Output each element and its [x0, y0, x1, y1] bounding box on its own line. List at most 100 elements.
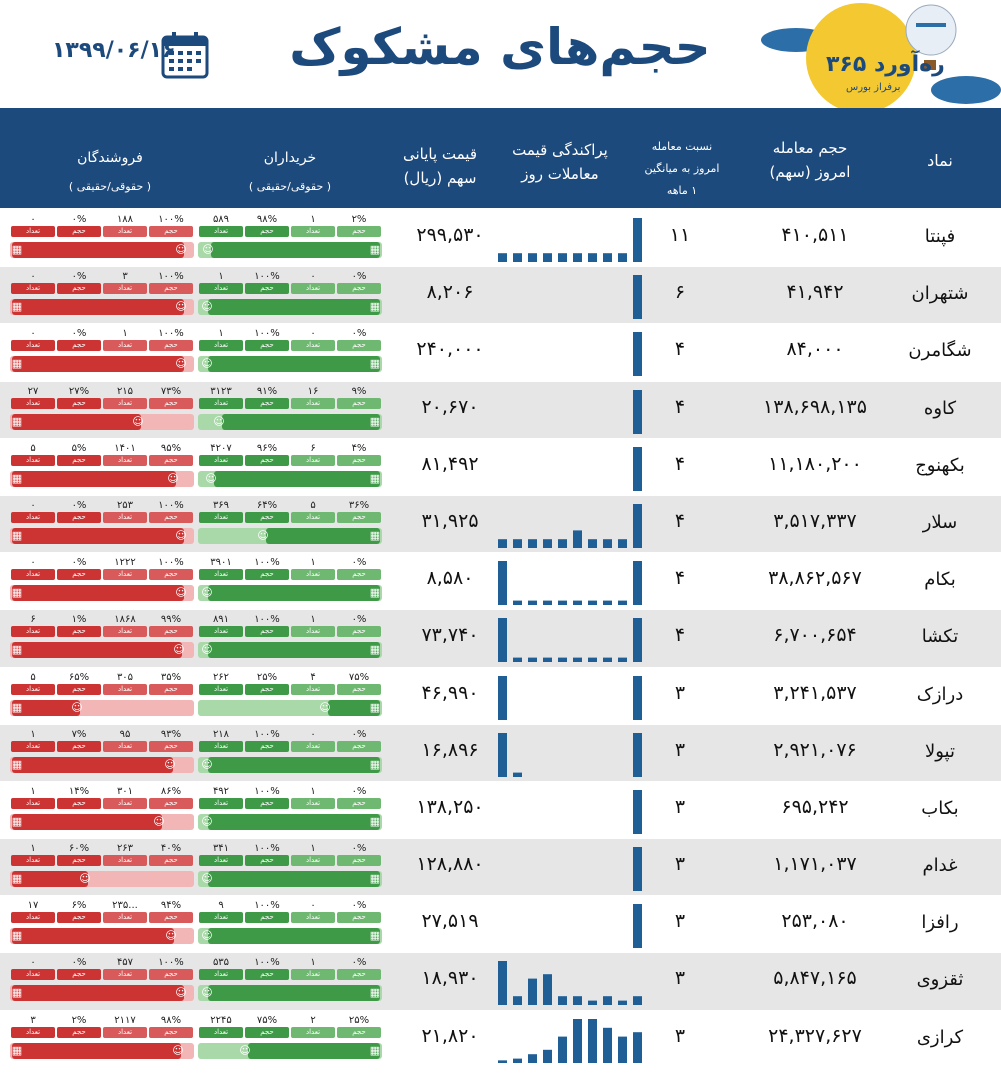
table-row: بکام ۳۸,۸۶۲,۵۶۷ ۴ ۸,۵۸۰ ۰% ۱ ۱۰۰% ۳۹۰۱ حجم تع…	[0, 553, 1001, 611]
buy-tag: حجم	[245, 912, 289, 924]
person-icon: ☺	[173, 643, 185, 657]
header-sellers: فروشندگان ( حقوقی/حقیقی )	[40, 142, 180, 199]
sell-value: ۳۵%	[160, 671, 182, 683]
symbol-cell[interactable]: ثقزوی	[916, 969, 964, 991]
buy-individual-fill	[266, 527, 380, 544]
header-volume-line2: امروز (سهم)	[769, 163, 851, 181]
table-row: فپنتا ۴۱۰,۵۱۱ ۱۱ ۲۹۹,۵۳۰ ۲% ۱ ۹۸% ۵۸۹ حجم تعد…	[0, 210, 1001, 268]
ratio-cell: ۴	[674, 624, 686, 647]
symbol-cell[interactable]: تپولا	[924, 740, 955, 762]
building-icon: ▦	[369, 357, 381, 371]
ratio-cell: ۳	[674, 853, 686, 876]
hist-bar	[498, 732, 507, 777]
hist-bar	[633, 446, 642, 491]
buy-value: ۱	[310, 557, 316, 569]
building-icon: ▦	[369, 757, 381, 771]
building-icon: ▦	[11, 814, 23, 828]
hist-bar	[633, 618, 642, 663]
table-row: درازک ۳,۲۴۱,۵۳۷ ۳ ۴۶,۹۹۰ ۷۵% ۴ ۲۵% ۲۶۲ حجم تع…	[0, 668, 1001, 725]
symbol-cell[interactable]: بکهنوج	[915, 454, 965, 476]
price-cell: ۲۴۰,۰۰۰	[416, 338, 484, 361]
buy-tag: تعداد	[291, 1026, 335, 1038]
header-price-line2: سهم (ریال)	[403, 169, 477, 187]
symbol-cell[interactable]: کاوه	[923, 397, 957, 419]
sell-tag: حجم	[149, 454, 193, 466]
symbol-cell[interactable]: بکام	[924, 569, 956, 591]
hist-bar	[603, 600, 612, 606]
hist-bar	[573, 657, 582, 663]
ratio-cell: ۳	[674, 967, 686, 990]
rows-container: فپنتا ۴۱۰,۵۱۱ ۱۱ ۲۹۹,۵۳۰ ۲% ۱ ۹۸% ۵۸۹ حجم تعد…	[0, 210, 1001, 1068]
building-icon: ▦	[11, 986, 23, 1000]
sell-value: ۹۸%	[160, 1014, 182, 1026]
header-symbol: نماد	[927, 151, 953, 170]
sellers-panel: ۹۸% ۲۱۱۷ ۲% ۳ حجم تعداد حجم تعداد ☺ ▦	[10, 1015, 194, 1063]
header-buyers-line1: خریداران	[263, 150, 317, 166]
buy-tag: حجم	[337, 912, 381, 924]
header-ratio-line3: ۱ ماهه	[666, 184, 698, 197]
hist-bar	[558, 657, 567, 663]
sellers-panel: ۱۰۰% ۲۵۳ ۰% ۰ حجم تعداد حجم تعداد ☺ ▦	[10, 500, 194, 548]
symbol-cell[interactable]: سلار	[922, 511, 958, 533]
hist-bar	[588, 657, 597, 663]
symbol-cell[interactable]: فپنتا	[924, 226, 956, 247]
buy-value: ۰%	[351, 843, 367, 855]
sell-value: ۰%	[71, 557, 87, 569]
buyers-panel: ۹% ۱۶ ۹۱% ۳۱۲۳ حجم تعداد حجم تعداد ☺ ▦	[198, 386, 382, 434]
sell-tag: تعداد	[11, 283, 55, 295]
table-row: بکهنوج ۱۱,۱۸۰,۲۰۰ ۴ ۸۱,۴۹۲ ۴% ۶ ۹۶% ۴۲۰۷ حجم…	[0, 439, 1001, 496]
person-icon: ☺	[201, 814, 213, 828]
hist-bar	[513, 657, 522, 663]
buy-tag: تعداد	[199, 511, 243, 523]
sell-value: ۳	[30, 1014, 36, 1026]
building-icon: ▦	[369, 643, 381, 657]
price-distribution-chart	[494, 328, 648, 380]
building-icon: ▦	[369, 243, 381, 256]
table-row: رافزا ۲۵۳,۰۸۰ ۳ ۲۷,۵۱۹ ۰% ۰ ۱۰۰% ۹ حجم تعداد ح…	[0, 896, 1001, 954]
sellers-panel: ۹۹% ۱۸۶۸ ۱% ۶ حجم تعداد حجم تعداد ☺ ▦	[10, 614, 194, 662]
buy-value: ۳۴۱	[212, 843, 230, 855]
symbol-cell[interactable]: شتهران	[911, 283, 969, 305]
buy-tag: حجم	[337, 797, 381, 809]
sell-value: ۱	[122, 328, 128, 340]
symbol-cell[interactable]: تکشا	[921, 626, 959, 648]
buy-value: ۳۶۹	[212, 499, 230, 511]
symbol-cell[interactable]: رافزا	[921, 912, 959, 934]
sell-value: ۹۴%	[160, 900, 182, 912]
volume-cell: ۴۱۰,۵۱۱	[781, 224, 849, 246]
sell-value: ۱۰۰%	[158, 957, 184, 969]
report-date: ۱۳۹۹/۰۶/۱۶	[52, 38, 176, 63]
person-icon: ☺	[172, 1043, 184, 1057]
header-volume-line1: حجم معامله	[772, 139, 848, 157]
symbol-cell[interactable]: شگامرن	[908, 340, 972, 362]
building-icon: ▦	[369, 1043, 381, 1057]
sell-individual-fill	[12, 756, 173, 773]
sell-tag: تعداد	[11, 797, 55, 809]
hist-bar	[528, 1053, 537, 1063]
sell-value: ۶۰%	[68, 843, 90, 855]
buy-individual-fill	[208, 642, 380, 659]
person-icon: ☺	[201, 872, 213, 886]
sellers-panel: ۳۵% ۳۰۵ ۶۵% ۵ حجم تعداد حجم تعداد ☺ ▦	[10, 672, 194, 720]
person-icon: ☺	[205, 471, 217, 485]
buy-tag: تعداد	[199, 340, 243, 352]
sell-value: ۲%	[71, 1014, 87, 1026]
person-icon: ☺	[175, 300, 187, 314]
buy-tag: تعداد	[291, 340, 335, 352]
sell-tag: تعداد	[103, 1026, 147, 1038]
symbol-cell[interactable]: غدام	[922, 855, 958, 877]
sell-tag: تعداد	[103, 226, 147, 237]
buy-value: ۶۴%	[256, 499, 278, 511]
buy-individual-fill	[208, 756, 380, 773]
sell-tag: حجم	[149, 1026, 193, 1038]
sellers-panel: ۱۰۰% ۱ ۰% ۰ حجم تعداد حجم تعداد ☺ ▦	[10, 328, 194, 376]
buy-individual-fill	[208, 985, 380, 1002]
symbol-cell[interactable]: بکاب	[921, 797, 959, 819]
sell-tag: حجم	[149, 226, 193, 237]
buy-tag: تعداد	[199, 569, 243, 581]
symbol-cell[interactable]: کرازی	[916, 1026, 964, 1048]
buyers-panel: ۰% ۱ ۱۰۰% ۵۳۵ حجم تعداد حجم تعداد ☺ ▦	[198, 957, 382, 1005]
sell-tag: حجم	[149, 740, 193, 752]
symbol-cell[interactable]: درازک	[916, 683, 964, 705]
building-icon: ▦	[11, 414, 23, 428]
